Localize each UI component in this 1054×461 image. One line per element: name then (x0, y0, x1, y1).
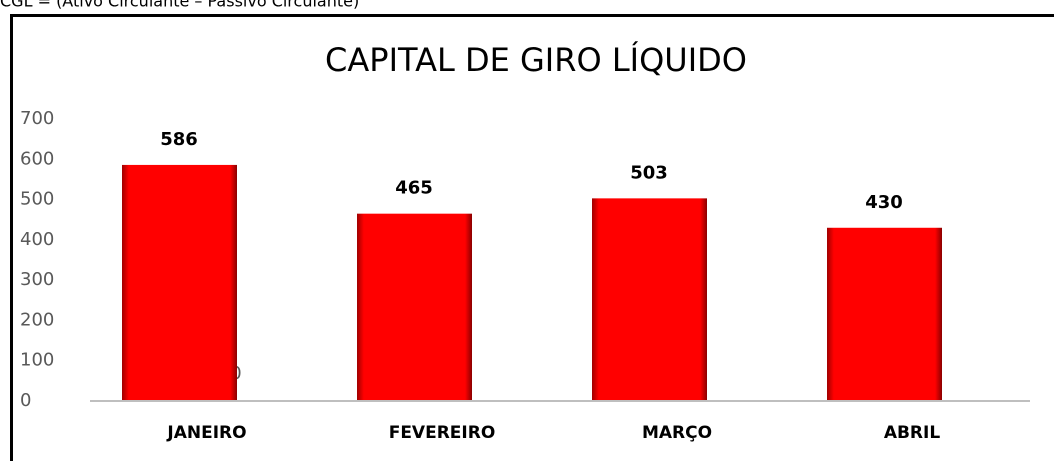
bar (592, 198, 707, 401)
x-tick-label: ABRIL (884, 423, 941, 443)
chart-title: CAPITAL DE GIRO LÍQUIDO (325, 41, 747, 79)
x-tick-label: MARÇO (642, 423, 712, 443)
y-tick-label: 0 (20, 390, 31, 411)
bar (357, 213, 472, 401)
y-tick-label: 200 (20, 309, 54, 330)
data-label: 586 (160, 129, 198, 150)
x-tick-label: JANEIRO (166, 423, 246, 443)
y-tick-label: 300 (20, 269, 54, 290)
y-tick-label: 100 (20, 350, 54, 371)
y-tick-label: 400 (20, 229, 54, 250)
y-tick-label: 500 (20, 189, 54, 210)
data-label: 503 (630, 162, 668, 183)
bar (827, 227, 942, 401)
x-tick-label: FEVEREIRO (389, 423, 496, 443)
caption: CGL = (Ativo Circulante – Passivo Circul… (0, 0, 359, 11)
y-tick-label: 600 (20, 148, 54, 169)
data-label: 465 (395, 178, 433, 199)
data-label: 430 (865, 192, 903, 213)
y-tick-label: 700 (20, 108, 54, 129)
bar (122, 164, 237, 401)
